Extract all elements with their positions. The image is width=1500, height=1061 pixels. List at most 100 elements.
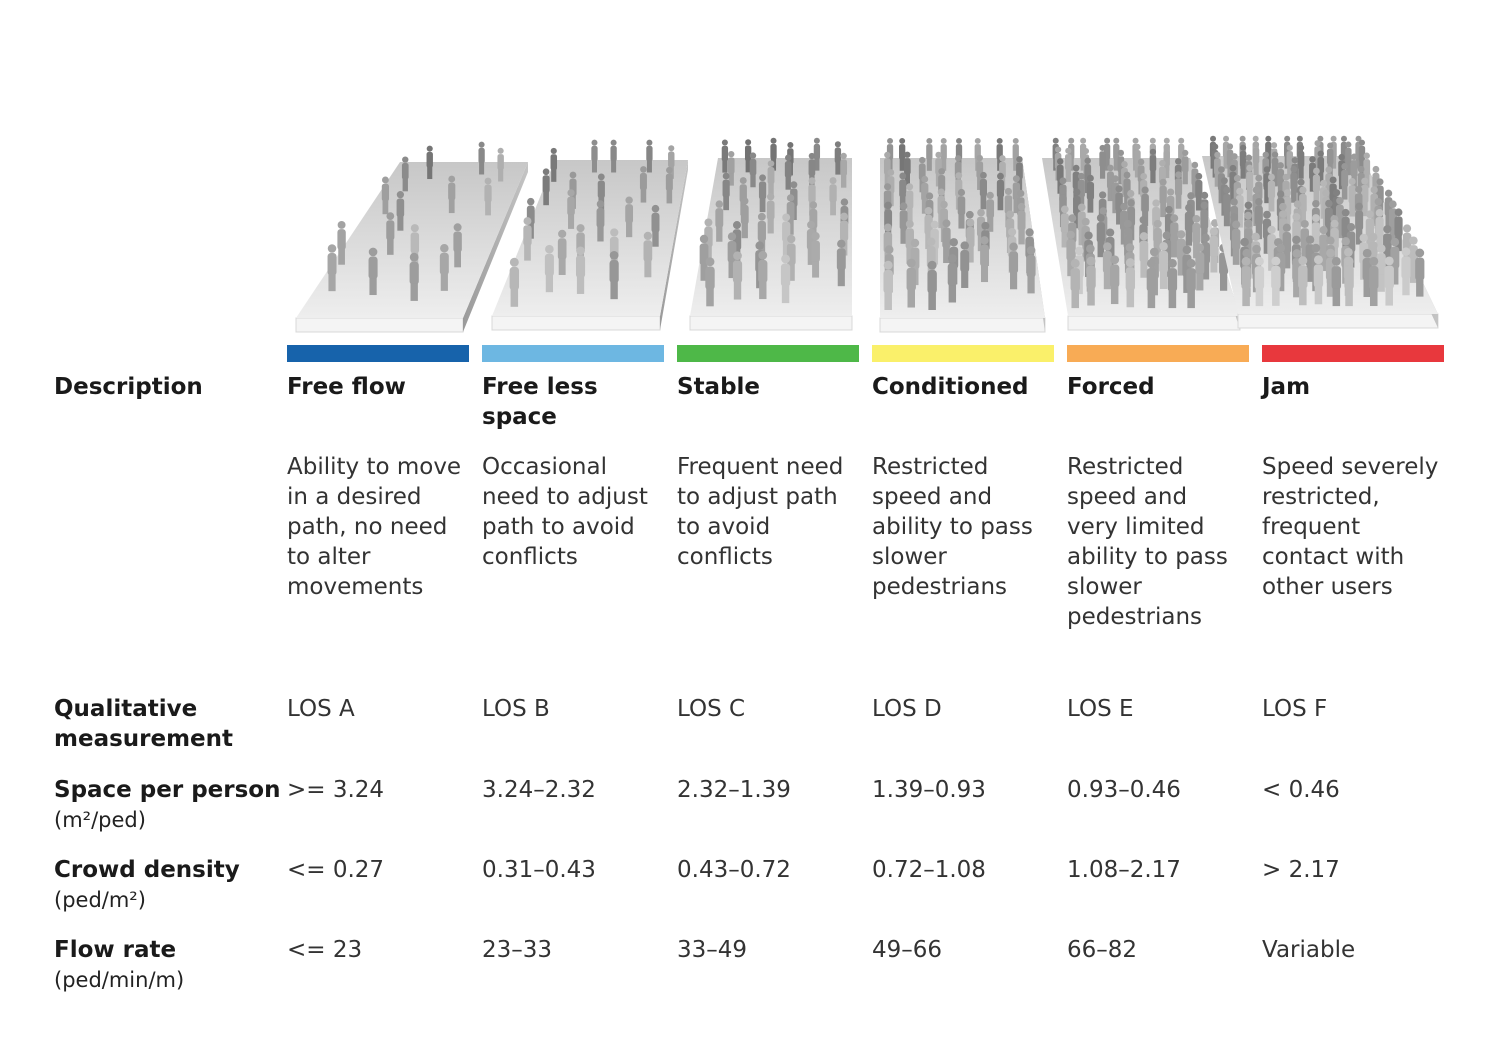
- row-label-density-unit: (ped/m²): [54, 888, 146, 912]
- pedestrian-figure: [1254, 256, 1265, 307]
- level-space-per-person: >= 3.24: [287, 777, 385, 803]
- level-flow-rate: 23–33: [482, 937, 553, 963]
- pedestrian-figure: [665, 166, 673, 204]
- level-los: LOS F: [1262, 696, 1328, 722]
- pedestrian-figure: [1262, 210, 1272, 254]
- level-flow-rate: <= 23: [287, 937, 363, 963]
- pedestrian-figure: [836, 239, 846, 287]
- pedestrian-figure: [942, 219, 951, 264]
- pedestrian-figure: [1070, 258, 1080, 309]
- row-label-space-title: Space per person: [54, 777, 281, 803]
- pedestrian-figure: [732, 251, 743, 300]
- pedestrian-figure: [557, 229, 567, 275]
- pedestrian-figure: [523, 217, 532, 261]
- level-description: Frequent need to adjust path to avoid co…: [677, 454, 844, 570]
- pedestrian-figure: [368, 247, 378, 296]
- level-crowd-density: 0.72–1.08: [872, 857, 986, 883]
- pedestrian-figure: [625, 196, 634, 238]
- pedestrian-figure: [1110, 255, 1120, 305]
- row-label-space: Space per person (m²/ped): [54, 775, 284, 835]
- pedestrian-figure: [904, 151, 911, 187]
- row-label-flow-unit: (ped/min/m): [54, 968, 185, 992]
- pedestrian-figure: [1231, 220, 1241, 265]
- level-color-bar: [482, 345, 664, 362]
- level-los: LOS B: [482, 696, 550, 722]
- pedestrian-figure: [1125, 258, 1136, 308]
- pedestrian-figure: [1313, 255, 1324, 305]
- crowd-illustrations: [295, 135, 1439, 333]
- row-label-space-unit: (m²/ped): [54, 808, 146, 832]
- crowd-platform: [491, 139, 688, 331]
- pedestrian-figure: [1017, 202, 1026, 245]
- pedestrian-figure: [1086, 256, 1096, 306]
- pedestrian-figure: [1073, 188, 1081, 229]
- pedestrian-figure: [409, 252, 419, 301]
- pedestrian-figure: [1184, 203, 1193, 246]
- pedestrian-figure: [544, 244, 554, 293]
- pedestrian-figure: [337, 220, 346, 265]
- pedestrian-figure: [1174, 171, 1183, 209]
- pedestrian-figure: [1286, 144, 1294, 179]
- pedestrian-figure: [1096, 214, 1105, 258]
- platform-front: [491, 315, 661, 331]
- pedestrian-figure: [484, 177, 492, 216]
- level-color-bar: [872, 345, 1054, 362]
- level-description: Speed severely restricted, frequent cont…: [1262, 454, 1439, 600]
- pedestrian-figure: [550, 147, 558, 182]
- platform-front: [879, 317, 1046, 333]
- pedestrian-figure: [1348, 178, 1356, 217]
- pedestrian-figure: [784, 154, 792, 190]
- pedestrian-figure: [1149, 148, 1157, 184]
- pedestrian-figure: [381, 176, 390, 215]
- pedestrian-figure: [705, 257, 715, 307]
- pedestrian-figure: [426, 145, 433, 180]
- pedestrian-figure: [1167, 258, 1178, 309]
- pedestrian-figure: [1239, 144, 1247, 179]
- pedestrian-figure: [1099, 144, 1106, 179]
- pedestrian-figure: [758, 174, 767, 213]
- pedestrian-figure: [1146, 258, 1157, 309]
- pedestrian-figure: [1134, 143, 1141, 178]
- platform-side: [463, 162, 528, 332]
- level-flow-rate: Variable: [1262, 937, 1356, 963]
- pedestrian-figure: [1355, 202, 1364, 245]
- pedestrian-figure: [979, 171, 987, 210]
- pedestrian-figure: [1319, 226, 1328, 272]
- row-label-qualitative: Qualitative measurement: [54, 696, 234, 752]
- level-description: Occasional need to adjust path to avoid …: [482, 454, 648, 570]
- level-space-per-person: 0.93–0.46: [1067, 777, 1181, 803]
- level-title: Jam: [1262, 374, 1311, 400]
- level-title: Forced: [1067, 374, 1155, 400]
- row-label-description: Description: [54, 374, 203, 400]
- pedestrian-figure: [1192, 214, 1201, 259]
- pedestrian-figure: [396, 191, 405, 231]
- pedestrian-figure: [1012, 137, 1019, 171]
- pedestrian-figure: [980, 236, 989, 283]
- row-label-density-title: Crowd density: [54, 857, 240, 883]
- level-color-bar: [287, 345, 469, 362]
- crowd-platform: [1202, 135, 1439, 329]
- pedestrian-figure: [1195, 243, 1205, 291]
- platform-side: [660, 160, 688, 330]
- pedestrian-figure: [591, 139, 598, 173]
- pedestrian-figure: [1271, 151, 1279, 187]
- pedestrian-figure: [926, 137, 933, 171]
- pedestrian-figure: [1009, 242, 1019, 290]
- pedestrian-figure: [1290, 165, 1298, 203]
- pedestrian-figure: [1066, 230, 1076, 277]
- level-los: LOS D: [872, 696, 942, 722]
- level-description: Restricted speed and ability to pass slo…: [872, 454, 1033, 600]
- pedestrian-figure: [1312, 167, 1320, 205]
- pedestrian-figure: [834, 141, 842, 175]
- pedestrian-figure: [715, 200, 724, 242]
- platform-front: [1067, 315, 1241, 331]
- pedestrian-figure: [1345, 141, 1352, 176]
- pedestrian-figure: [957, 188, 966, 229]
- pedestrian-figure: [1241, 256, 1251, 307]
- pedestrian-figure: [1361, 177, 1369, 217]
- level-description: Restricted speed and very limited abilit…: [1067, 454, 1228, 630]
- level-color-bar: [1262, 345, 1444, 362]
- pedestrian-figure: [986, 191, 995, 232]
- pedestrian-figure: [813, 137, 821, 171]
- pedestrian-figure: [1271, 256, 1281, 306]
